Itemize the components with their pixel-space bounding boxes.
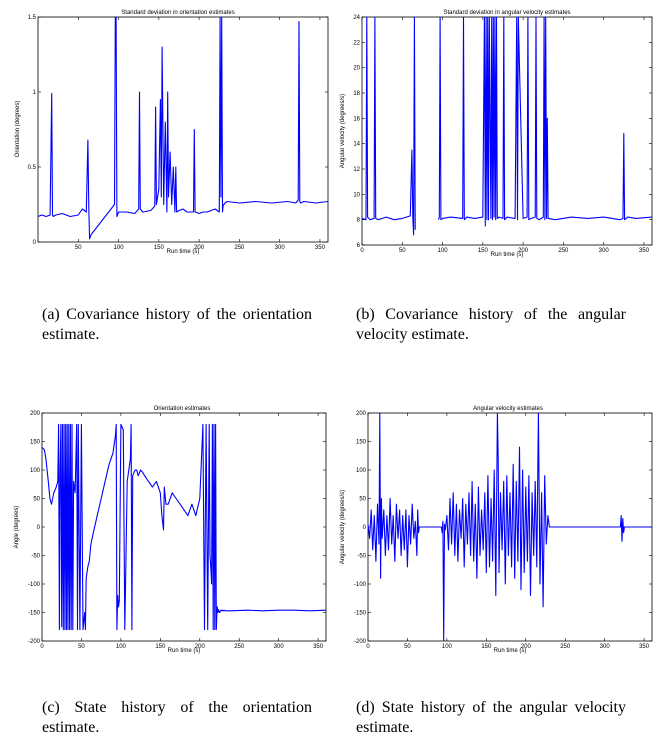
chart-c-ytick-label: 50: [33, 497, 40, 503]
chart-c-ytick-label: -150: [28, 611, 41, 617]
chart-b-ytick-label: 24: [353, 15, 360, 21]
chart-b-ticks: 0 50 100 150 200 250 300 350 6 8 10 12 14 16 18 20 22 24: [353, 15, 652, 254]
chart-c-ytick-label: -50: [31, 554, 40, 560]
caption-c: (c) State history of the orientation est…: [42, 699, 312, 736]
chart-d-ticks: 0 50 100 150 200 250 300 350 -200 -150 -100 -50 0 50 1…: [354, 411, 652, 650]
chart-d-ytick-label: 200: [356, 411, 367, 417]
chart-d-xtick-label: 200: [521, 644, 532, 650]
chart-a-xtick-label: 250: [234, 245, 245, 251]
chart-c-xtick-label: 200: [195, 644, 206, 650]
chart-a-xtick-label: 300: [275, 245, 286, 251]
chart-d-series-line: [368, 413, 652, 641]
chart-c-series-line: [42, 423, 326, 631]
chart-b-xtick-label: 200: [518, 248, 529, 254]
chart-b: Standard deviation in angular velocity e…: [340, 10, 653, 258]
chart-b-ytick-label: 6: [357, 243, 361, 249]
chart-a-ytick-label: 0.5: [28, 165, 37, 171]
chart-b-xlabel: Run time (s): [491, 252, 524, 258]
chart-a-title: Standard deviation in orientation estima…: [121, 10, 234, 16]
chart-c-xtick-label: 100: [116, 644, 127, 650]
chart-c-ylabel: Angle (degrees): [14, 506, 20, 549]
chart-a: Standard deviation in orientation estima…: [15, 10, 329, 255]
chart-d-ytick-label: -100: [354, 582, 367, 588]
chart-b-ytick-label: 18: [353, 91, 360, 97]
caption-a: (a) Covariance history of the orientatio…: [42, 306, 312, 343]
chart-a-ticks: 50 100 150 200 250 300 350 0 0.5 1 1.5: [28, 15, 328, 251]
chart-c-xtick-label: 0: [40, 644, 44, 650]
chart-a-ytick-label: 1: [33, 90, 37, 96]
chart-b-xtick-label: 350: [639, 248, 650, 254]
chart-c-xtick-label: 250: [234, 644, 245, 650]
chart-d-xtick-label: 250: [560, 644, 571, 650]
chart-a-ytick-label: 0: [33, 240, 37, 246]
chart-d-ytick-label: 50: [359, 497, 366, 503]
chart-b-xtick-label: 150: [478, 248, 489, 254]
chart-c-ytick-label: 200: [30, 411, 41, 417]
chart-c-xtick-label: 300: [274, 644, 285, 650]
chart-b-xtick-label: 0: [360, 248, 364, 254]
chart-d-xtick-label: 100: [442, 644, 453, 650]
chart-c: Orientation estimates 0 50 100 150 200 250 300…: [14, 406, 327, 654]
caption-b: (b) Covariance history of the angular ve…: [356, 306, 626, 343]
chart-a-xlabel: Run time (s): [167, 249, 200, 255]
chart-b-plot-area: [361, 16, 653, 246]
chart-d-ytick-label: 150: [356, 440, 367, 446]
chart-b-ytick-label: 16: [353, 116, 360, 122]
caption-d: (d) State history of the angular velocit…: [356, 699, 626, 736]
chart-d-xtick-label: 300: [600, 644, 611, 650]
chart-a-xtick-label: 50: [75, 245, 82, 251]
chart-b-xtick-label: 300: [599, 248, 610, 254]
chart-b-ytick-label: 10: [353, 192, 360, 198]
chart-a-plot-area: [37, 16, 329, 243]
chart-c-xlabel: Run time (s): [168, 648, 201, 654]
chart-d-xtick-label: 350: [639, 644, 650, 650]
chart-d-ytick-label: 0: [363, 525, 367, 531]
chart-c-ytick-label: 150: [30, 440, 41, 446]
chart-b-ytick-label: 14: [353, 142, 360, 148]
chart-c-ticks: 0 50 100 150 200 250 300 350 -200 -150 -100 -50 0 50 1…: [28, 411, 326, 650]
chart-a-series-line: [38, 17, 328, 240]
chart-b-ytick-label: 8: [357, 218, 361, 224]
chart-b-xtick-label: 50: [399, 248, 406, 254]
chart-c-plot-area: [41, 412, 327, 642]
chart-d-ylabel: Angular velocity (degrees/s): [340, 490, 346, 564]
chart-d-ytick-label: -50: [357, 554, 366, 560]
chart-d-marks: [368, 413, 652, 641]
chart-a-xtick-label: 150: [154, 245, 165, 251]
chart-c-xtick-label: 50: [78, 644, 85, 650]
chart-a-ytick-label: 1.5: [28, 15, 37, 21]
chart-a-ylabel: Orientation (degrees): [15, 101, 21, 158]
chart-a-xtick-label: 350: [315, 245, 326, 251]
chart-d-title: Angular velocity estimates: [473, 406, 543, 412]
chart-a-marks: [38, 17, 328, 240]
chart-b-xtick-label: 100: [438, 248, 449, 254]
chart-d: Angular velocity estimates 0 50 100 150 200 2…: [340, 406, 653, 654]
chart-b-ylabel: Angular velocity (degrees/s): [340, 94, 346, 168]
chart-d-xtick-label: 0: [366, 644, 370, 650]
chart-d-xtick-label: 150: [481, 644, 492, 650]
chart-c-ytick-label: 100: [30, 468, 41, 474]
chart-c-marks: [42, 423, 326, 631]
chart-a-xtick-label: 100: [114, 245, 125, 251]
chart-b-ytick-label: 20: [353, 66, 360, 72]
chart-c-ytick-label: 0: [37, 525, 41, 531]
chart-c-xtick-label: 350: [313, 644, 324, 650]
chart-b-title: Standard deviation in angular velocity e…: [443, 10, 570, 16]
chart-d-ytick-label: 100: [356, 468, 367, 474]
chart-d-xtick-label: 50: [404, 644, 411, 650]
chart-c-ytick-label: -200: [28, 639, 41, 645]
chart-d-ytick-label: -150: [354, 611, 367, 617]
chart-b-marks: [362, 17, 652, 236]
chart-b-xtick-label: 250: [558, 248, 569, 254]
chart-d-ytick-label: -200: [354, 639, 367, 645]
chart-b-series-line: [362, 17, 652, 236]
chart-c-title: Orientation estimates: [154, 406, 211, 412]
chart-a-xtick-label: 200: [194, 245, 205, 251]
chart-b-ytick-label: 22: [353, 40, 360, 46]
chart-d-xlabel: Run time (s): [494, 648, 527, 654]
chart-b-ytick-label: 12: [353, 167, 360, 173]
chart-c-ytick-label: -100: [28, 582, 41, 588]
chart-c-xtick-label: 150: [155, 644, 166, 650]
